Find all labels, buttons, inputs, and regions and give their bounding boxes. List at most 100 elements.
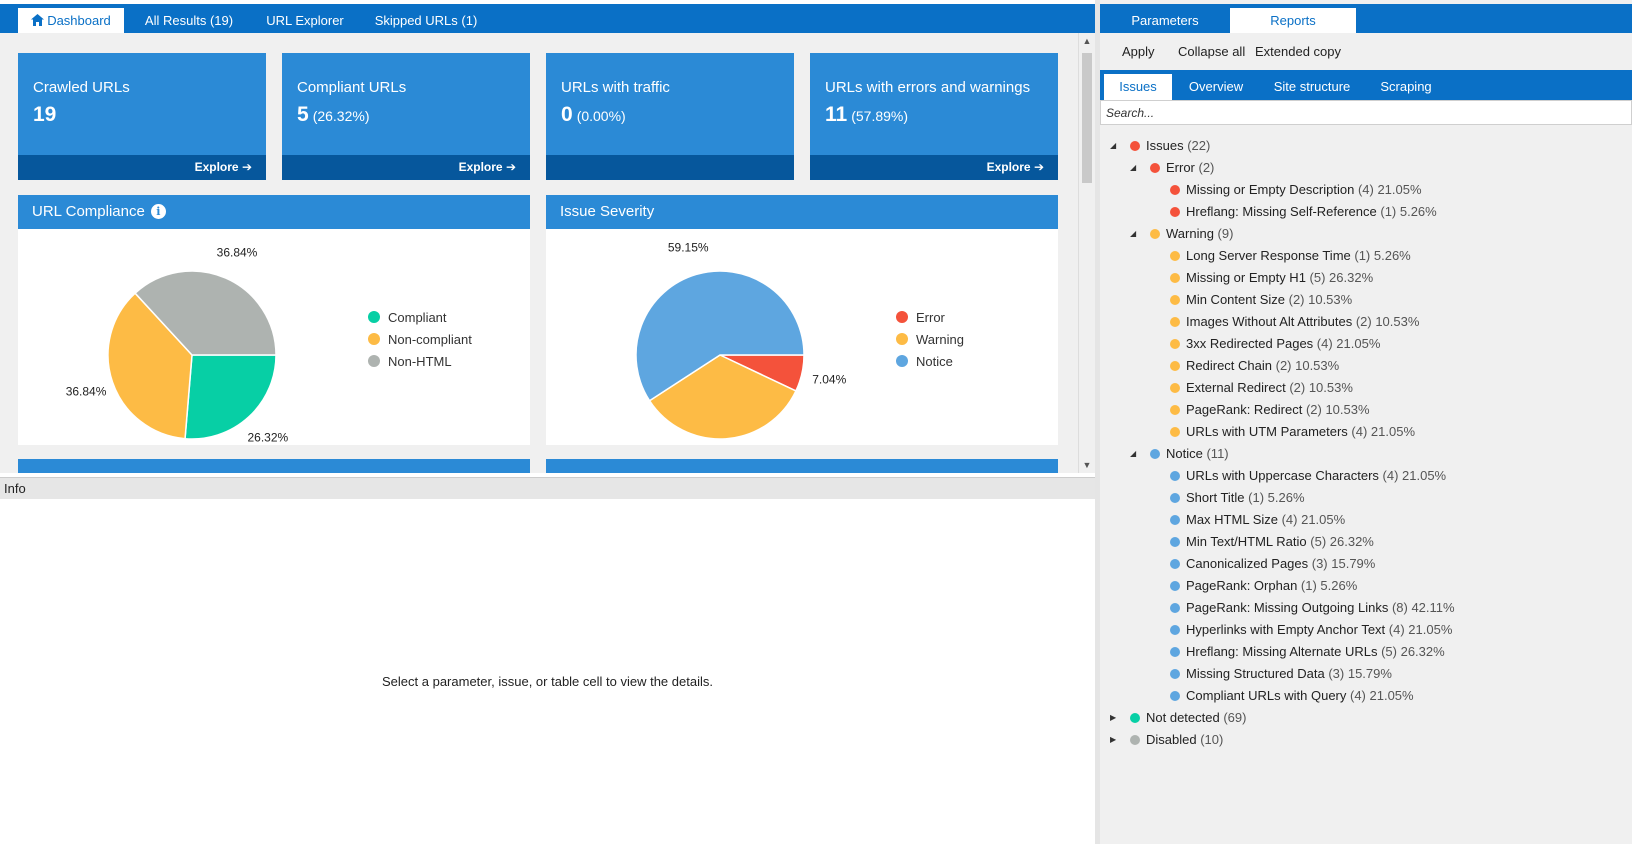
tree-issue-item[interactable]: Long Server Response Time (1) 5.26% <box>1100 245 1632 267</box>
info-panel: Select a parameter, issue, or table cell… <box>0 499 1095 844</box>
legend-item[interactable]: Compliant <box>368 307 472 329</box>
status-dot-icon <box>1170 581 1180 591</box>
tab-scraping[interactable]: Scraping <box>1380 79 1432 94</box>
scroll-down-icon[interactable]: ▼ <box>1082 460 1092 470</box>
pie-slice-compliant[interactable] <box>184 354 277 440</box>
pie-slice-non-html[interactable] <box>134 270 277 356</box>
explore-button[interactable]: Explore ➔ <box>195 160 252 174</box>
tree-issue-item[interactable]: Redirect Chain (2) 10.53% <box>1100 355 1632 377</box>
dashboard-scrollbar[interactable]: ▲ ▼ <box>1078 33 1095 473</box>
tree-issue-item[interactable]: Max HTML Size (4) 21.05% <box>1100 509 1632 531</box>
collapse-toggle-icon[interactable]: ◢ <box>1130 229 1137 238</box>
tree-group-item[interactable]: ◢ Notice (11) <box>1100 443 1632 465</box>
tree-item-label: Issues (22) <box>1146 135 1210 157</box>
tree-issue-item[interactable]: Missing Structured Data (3) 15.79% <box>1100 663 1632 685</box>
tree-item-name: Long Server Response Time <box>1186 248 1351 263</box>
tab-reports[interactable]: Reports <box>1230 8 1356 33</box>
tree-item-name: Disabled <box>1146 732 1197 747</box>
tree-issue-item[interactable]: Min Text/HTML Ratio (5) 26.32% <box>1100 531 1632 553</box>
tree-item-percent: 5.26% <box>1264 490 1305 505</box>
tree-issue-item[interactable]: PageRank: Redirect (2) 10.53% <box>1100 399 1632 421</box>
legend-item[interactable]: Notice <box>896 351 964 373</box>
tree-item-label: Error (2) <box>1166 157 1214 179</box>
status-dot-icon <box>1170 559 1180 569</box>
tree-issue-item[interactable]: PageRank: Missing Outgoing Links (8) 42.… <box>1100 597 1632 619</box>
tree-item-percent: 26.32% <box>1326 534 1374 549</box>
tree-issue-item[interactable]: Canonicalized Pages (3) 15.79% <box>1100 553 1632 575</box>
search-input[interactable] <box>1101 101 1631 124</box>
tab-dashboard[interactable]: Dashboard <box>18 8 124 33</box>
home-icon <box>31 9 45 34</box>
collapse-toggle-icon[interactable]: ◢ <box>1130 163 1137 172</box>
collapse-toggle-icon[interactable]: ◢ <box>1110 141 1117 150</box>
tree-group-item[interactable]: ▶ Disabled (10) <box>1100 729 1632 751</box>
legend-item[interactable]: Non-compliant <box>368 329 472 351</box>
scroll-up-icon[interactable]: ▲ <box>1082 36 1092 46</box>
card-title: Crawled URLs <box>33 79 130 96</box>
legend-dot-icon <box>896 355 908 367</box>
tree-group-item[interactable]: ◢ Warning (9) <box>1100 223 1632 245</box>
pie-slice-non-compliant[interactable] <box>107 292 193 440</box>
tree-item-percent: 10.53% <box>1305 380 1353 395</box>
status-dot-icon <box>1170 185 1180 195</box>
tree-issue-item[interactable]: Hreflang: Missing Self-Reference (1) 5.2… <box>1100 201 1632 223</box>
apply-button[interactable]: Apply <box>1122 44 1155 59</box>
collapse-all-button[interactable]: Collapse all <box>1178 44 1246 59</box>
tree-item-count: (4) <box>1378 468 1399 483</box>
tree-item-percent: 15.79% <box>1344 666 1392 681</box>
tree-issue-item[interactable]: 3xx Redirected Pages (4) 21.05% <box>1100 333 1632 355</box>
tree-group-item[interactable]: ▶ Not detected (69) <box>1100 707 1632 729</box>
tree-item-percent: 21.05% <box>1398 468 1447 483</box>
tree-item-percent: 26.32% <box>1396 644 1445 659</box>
extended-copy-button[interactable]: Extended copy <box>1255 44 1342 59</box>
tab-site-structure[interactable]: Site structure <box>1273 79 1351 94</box>
explore-button[interactable]: Explore ➔ <box>987 160 1044 174</box>
tree-issue-item[interactable]: PageRank: Orphan (1) 5.26% <box>1100 575 1632 597</box>
side-toolbar: Apply Collapse all Extended copy <box>1100 33 1632 70</box>
tab-skipped-urls[interactable]: Skipped URLs (1) <box>374 13 478 28</box>
tree-issue-item[interactable]: External Redirect (2) 10.53% <box>1100 377 1632 399</box>
legend-item[interactable]: Warning <box>896 329 964 351</box>
tree-item-percent: 5.26% <box>1396 204 1437 219</box>
tree-item-name: Min Content Size <box>1186 292 1285 307</box>
tree-issue-item[interactable]: URLs with UTM Parameters (4) 21.05% <box>1100 421 1632 443</box>
status-dot-icon <box>1170 471 1180 481</box>
tab-overview[interactable]: Overview <box>1188 79 1244 94</box>
tree-issue-item[interactable]: Min Content Size (2) 10.53% <box>1100 289 1632 311</box>
card-errors-warnings: URLs with errors and warnings 11 (57.89%)… <box>810 53 1058 180</box>
tab-all-results[interactable]: All Results (19) <box>144 13 234 28</box>
arrow-right-icon: ➔ <box>505 160 516 174</box>
pane-splitter[interactable] <box>1095 0 1100 844</box>
legend-item[interactable]: Non-HTML <box>368 351 472 373</box>
tree-issue-item[interactable]: URLs with Uppercase Characters (4) 21.05… <box>1100 465 1632 487</box>
tree-group-item[interactable]: ◢ Issues (22) <box>1100 135 1632 157</box>
scroll-thumb[interactable] <box>1082 53 1092 183</box>
tree-issue-item[interactable]: Short Title (1) 5.26% <box>1100 487 1632 509</box>
tab-url-explorer[interactable]: URL Explorer <box>266 13 344 28</box>
legend-dot-icon <box>368 311 380 323</box>
issue-severity-panel: Issue Severity 7.04%33.80%59.15% Error Wa… <box>546 195 1058 445</box>
tab-parameters[interactable]: Parameters <box>1131 13 1199 28</box>
expand-toggle-icon[interactable]: ▶ <box>1110 735 1117 744</box>
legend-item[interactable]: Error <box>896 307 964 329</box>
tree-issue-item[interactable]: Hreflang: Missing Alternate URLs (5) 26.… <box>1100 641 1632 663</box>
severity-pie-chart: 7.04%33.80%59.15% <box>635 241 847 440</box>
tree-issue-item[interactable]: Compliant URLs with Query (4) 21.05% <box>1100 685 1632 707</box>
expand-toggle-icon[interactable]: ▶ <box>1110 713 1117 722</box>
tab-issues[interactable]: Issues <box>1104 74 1172 100</box>
explore-button[interactable]: Explore ➔ <box>459 160 516 174</box>
tree-group-item[interactable]: ◢ Error (2) <box>1100 157 1632 179</box>
info-icon[interactable]: i <box>150 204 166 219</box>
tree-issue-item[interactable]: Missing or Empty Description (4) 21.05% <box>1100 179 1632 201</box>
tree-issue-item[interactable]: Hyperlinks with Empty Anchor Text (4) 21… <box>1100 619 1632 641</box>
tree-item-name: Warning <box>1166 226 1214 241</box>
status-dot-icon <box>1170 383 1180 393</box>
pie-slice-warning[interactable] <box>648 354 797 440</box>
status-dot-icon <box>1170 691 1180 701</box>
tree-issue-item[interactable]: Missing or Empty H1 (5) 26.32% <box>1100 267 1632 289</box>
tree-item-label: 3xx Redirected Pages (4) 21.05% <box>1186 333 1380 355</box>
tree-issue-item[interactable]: Images Without Alt Attributes (2) 10.53% <box>1100 311 1632 333</box>
pie-slice-notice[interactable] <box>635 270 805 402</box>
collapse-toggle-icon[interactable]: ◢ <box>1130 449 1137 458</box>
tree-item-name: Min Text/HTML Ratio <box>1186 534 1307 549</box>
